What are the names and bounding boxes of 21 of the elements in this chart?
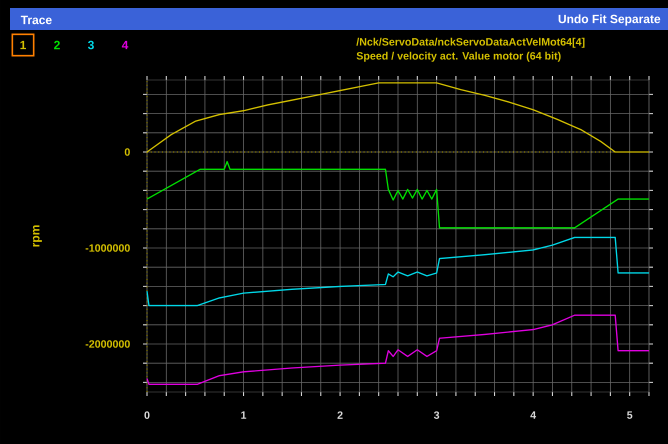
line-series [146,236,650,306]
line-series [146,160,650,229]
x-tick-label: 3 [434,411,440,419]
x-tick-label: 2 [337,411,343,419]
x-tick-label: 4 [530,411,536,419]
text: Speed / velocity act. Value motor (64 bit) [356,52,561,62]
x-tick-label: 5 [627,411,632,419]
line-series [146,314,650,385]
text: 4 [122,40,128,50]
chart-subtitle: /Nck/ServoData/nckServoDataActVelMot64[4] [356,38,584,48]
text: 2 [54,40,60,50]
y-tick-label: -1000000 [86,244,130,252]
text: Undo Fit Separate [558,14,660,26]
x-tick-label: 1 [241,411,246,419]
y-tick-label: 0 [124,148,130,156]
text: Trace [20,16,52,24]
text: 3 [88,40,94,50]
y-tick-label: -2000000 [86,340,130,348]
x-tick-label: 0 [144,411,150,419]
y-axis-title: rpm [32,225,42,247]
text: 1 [20,40,26,50]
